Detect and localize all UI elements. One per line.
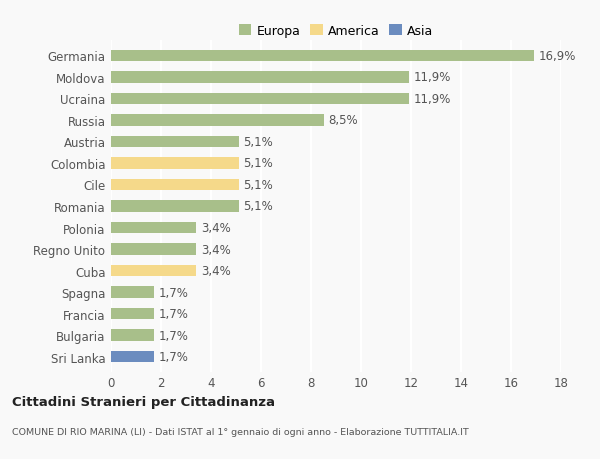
Text: 3,4%: 3,4% [201, 264, 231, 277]
Text: 11,9%: 11,9% [413, 71, 451, 84]
Bar [111, 158, 239, 169]
Bar [111, 265, 196, 277]
Bar [111, 72, 409, 84]
Text: 1,7%: 1,7% [158, 308, 188, 320]
Bar [111, 201, 239, 213]
Text: 5,1%: 5,1% [244, 157, 273, 170]
Bar [111, 93, 409, 105]
Bar [111, 308, 154, 320]
Bar [111, 136, 239, 148]
Text: 1,7%: 1,7% [158, 329, 188, 342]
Bar [111, 330, 154, 341]
Legend: Europa, America, Asia: Europa, America, Asia [235, 21, 437, 42]
Text: 5,1%: 5,1% [244, 200, 273, 213]
Text: 3,4%: 3,4% [201, 222, 231, 235]
Text: 5,1%: 5,1% [244, 179, 273, 191]
Text: Cittadini Stranieri per Cittadinanza: Cittadini Stranieri per Cittadinanza [12, 395, 275, 408]
Text: 1,7%: 1,7% [158, 350, 188, 363]
Text: 11,9%: 11,9% [413, 93, 451, 106]
Text: 5,1%: 5,1% [244, 136, 273, 149]
Bar [111, 179, 239, 191]
Bar [111, 50, 533, 62]
Text: 3,4%: 3,4% [201, 243, 231, 256]
Bar [111, 244, 196, 255]
Text: 1,7%: 1,7% [158, 286, 188, 299]
Bar [111, 115, 323, 127]
Text: 16,9%: 16,9% [539, 50, 576, 63]
Text: 8,5%: 8,5% [329, 114, 358, 127]
Bar [111, 351, 154, 363]
Bar [111, 222, 196, 234]
Bar [111, 286, 154, 298]
Text: COMUNE DI RIO MARINA (LI) - Dati ISTAT al 1° gennaio di ogni anno - Elaborazione: COMUNE DI RIO MARINA (LI) - Dati ISTAT a… [12, 427, 469, 436]
